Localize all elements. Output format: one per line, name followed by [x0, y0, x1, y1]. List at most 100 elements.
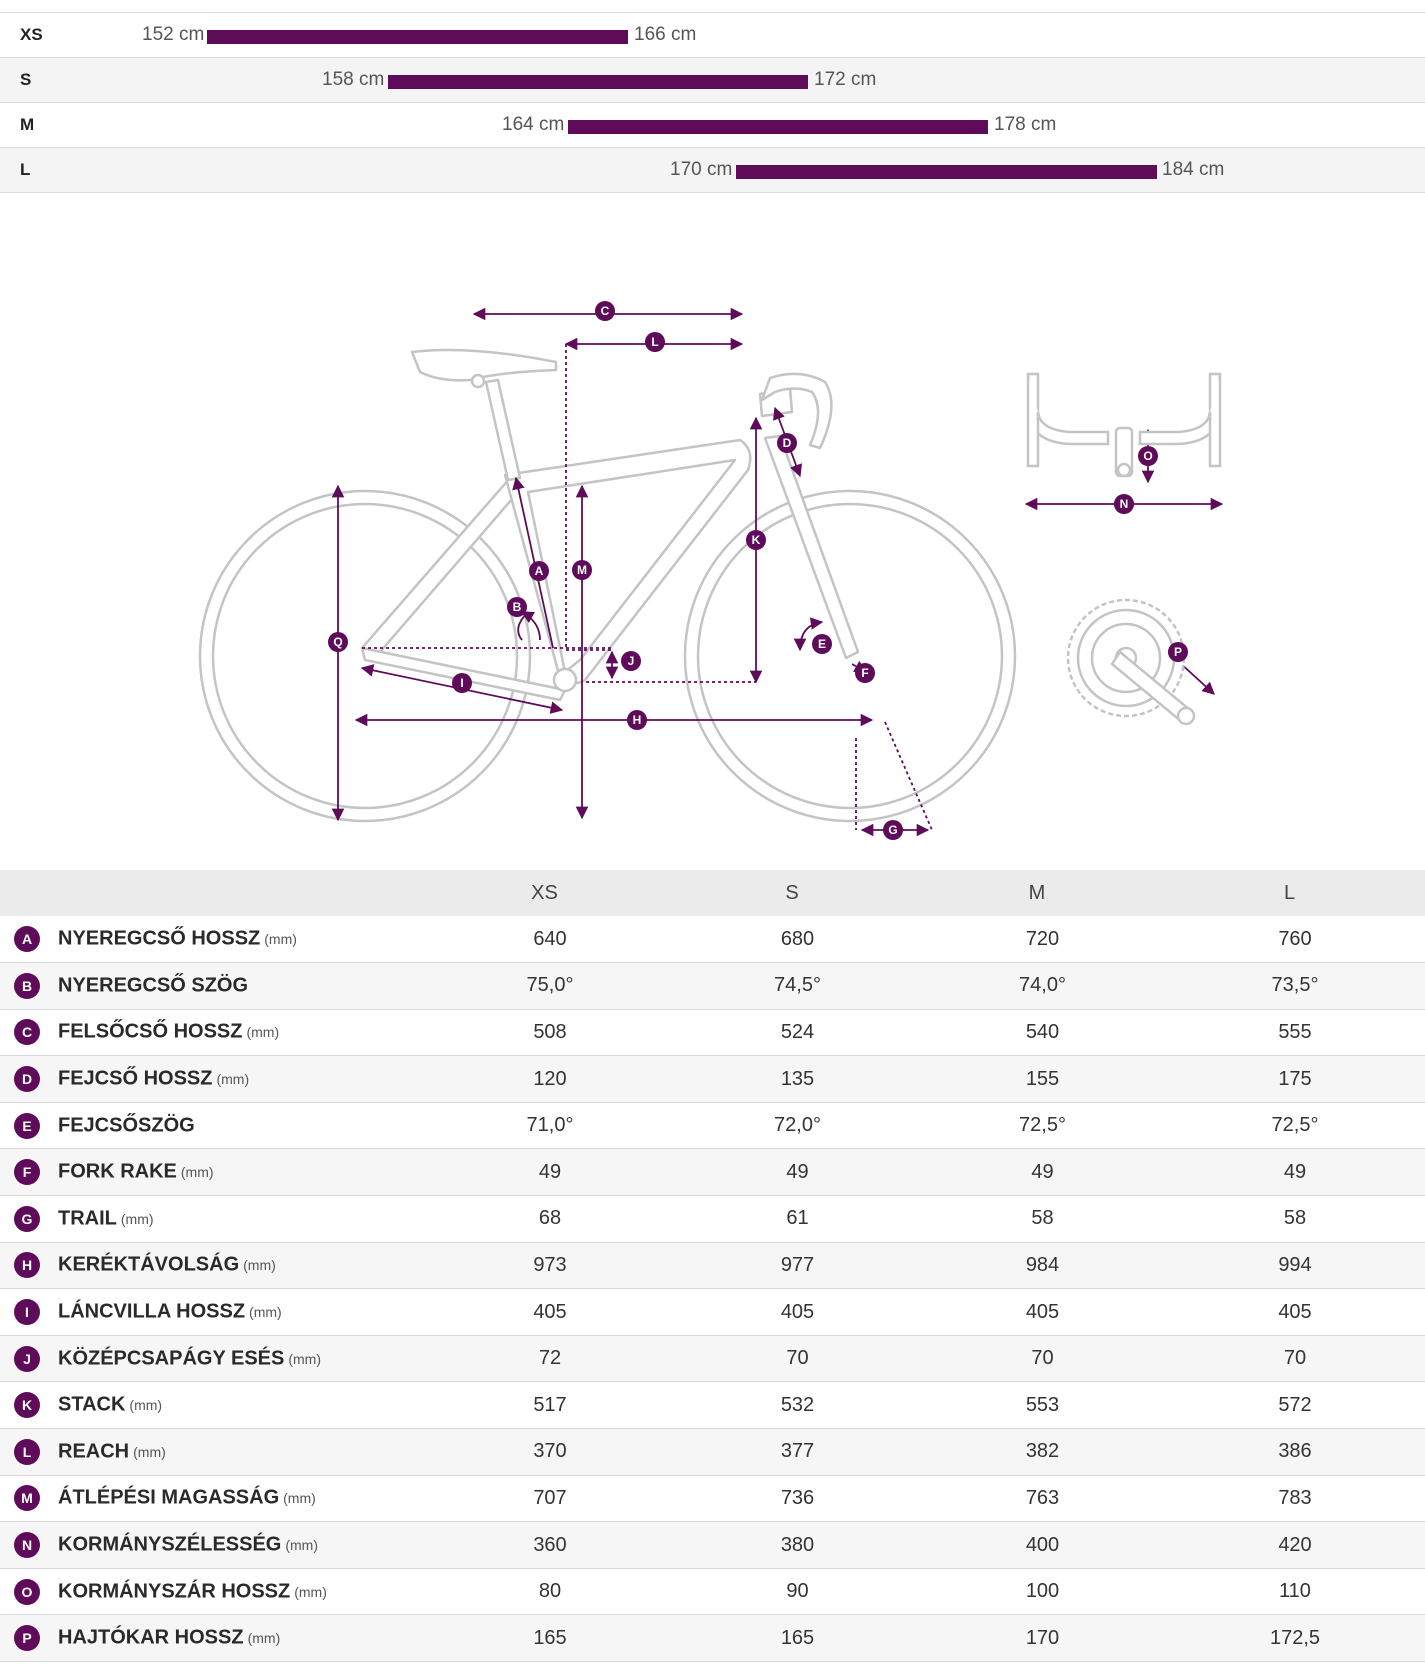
size-range-bar	[568, 120, 988, 134]
diagram-label-p: P	[1168, 642, 1188, 662]
measurement-value: 508	[533, 1020, 567, 1043]
measurement-value: 400	[1025, 1533, 1060, 1556]
measurement-name: KORMÁNYSZÉLESSÉG	[58, 1533, 282, 1556]
size-min-height: 152 cm	[142, 24, 205, 45]
header-size-s: S	[785, 881, 799, 904]
measurement-value: 553	[1025, 1393, 1060, 1416]
diagram-label-e: E	[812, 634, 832, 654]
measurement-value: 405	[1025, 1300, 1060, 1323]
header-size-l: L	[1283, 881, 1296, 904]
diagram-label-b: B	[507, 597, 527, 617]
measurement-name: REACH	[58, 1440, 130, 1463]
table-row: A NYEREGCSŐ HOSSZ (mm) 640 680 720 760	[0, 916, 1425, 963]
measurement-letter-badge: G	[14, 1205, 40, 1232]
measurement-unit: (mm)	[264, 931, 297, 948]
measurement-value: 405	[1278, 1300, 1312, 1323]
measurement-value: 572	[1278, 1393, 1312, 1416]
measurement-value: 165	[533, 1626, 567, 1649]
measurement-letter-badge: K	[14, 1392, 40, 1419]
measurement-value: 61	[786, 1207, 809, 1230]
measurement-letter-badge: O	[14, 1578, 40, 1605]
handlebar-view	[1026, 372, 1222, 478]
bike-geometry-diagram: C L D K A M B Q E J F I H G O N P	[0, 190, 1425, 870]
measurement-name: FEJCSŐ HOSSZ	[58, 1067, 213, 1090]
measurement-unit: (mm)	[294, 1583, 327, 1600]
size-range-bar	[207, 30, 628, 44]
measurement-unit: (mm)	[243, 1257, 276, 1274]
diagram-label-j: J	[621, 651, 641, 671]
measurement-letter-badge: N	[14, 1532, 40, 1559]
rear-wheel	[198, 489, 532, 823]
row-label: B NYEREGCSŐ SZÖG	[0, 963, 425, 1010]
row-label: J KÖZÉPCSAPÁGY ESÉS (mm)	[0, 1335, 425, 1382]
measurement-value: 720	[1025, 927, 1060, 950]
measurement-value: 370	[533, 1440, 567, 1463]
diagram-label-a: A	[529, 561, 549, 581]
diagram-label-i: I	[452, 673, 472, 693]
measurement-value: 72,5°	[1019, 1114, 1066, 1137]
header-label-column	[0, 870, 425, 916]
measurement-unit: (mm)	[283, 1490, 316, 1507]
measurement-value: 680	[780, 927, 815, 950]
table-row: F FORK RAKE (mm) 49 49 49 49	[0, 1148, 1425, 1196]
measurement-value: 532	[780, 1393, 815, 1416]
measurement-letter-badge: F	[14, 1159, 40, 1186]
table-header-row: XS S M L	[0, 870, 1425, 916]
size-min-height: 170 cm	[670, 159, 733, 180]
measurement-value: 75,0°	[526, 974, 574, 997]
table-row: G TRAIL (mm) 68 61 58 58	[0, 1195, 1425, 1243]
measurement-letter-badge: D	[14, 1066, 40, 1093]
measurement-value: 524	[780, 1020, 815, 1043]
size-chart: XS 152 cm 166 cm S 158 cm 172 cm M 164 c…	[0, 12, 1425, 193]
measurement-unit: (mm)	[180, 1164, 214, 1181]
measurement-value: 49	[538, 1160, 562, 1183]
diagram-label-m: M	[572, 560, 592, 580]
table-row: K STACK (mm) 517 532 553 572	[0, 1381, 1425, 1429]
measurement-value: 760	[1278, 927, 1312, 950]
measurement-name: FELSŐCSŐ HOSSZ	[58, 1020, 243, 1043]
measurement-unit: (mm)	[216, 1071, 250, 1088]
row-label: I LÁNCVILLA HOSSZ (mm)	[0, 1289, 425, 1336]
row-label: E FEJCSŐSZÖG	[0, 1102, 425, 1149]
measurement-value: 49	[786, 1160, 809, 1183]
measurement-value: 170	[1025, 1626, 1060, 1649]
size-code: M	[20, 115, 35, 134]
measurement-value: 74,5°	[774, 974, 821, 997]
measurement-value: 360	[533, 1533, 567, 1556]
size-row-m: M 164 cm 178 cm	[0, 103, 1425, 148]
header-size-xs: XS	[531, 881, 558, 904]
diagram-label-h: H	[627, 710, 647, 730]
measurement-letter-badge: M	[14, 1485, 40, 1512]
measurement-value: 110	[1279, 1580, 1311, 1603]
measurement-value: 68	[538, 1207, 562, 1230]
table-row: B NYEREGCSŐ SZÖG 75,0° 74,5° 74,0° 73,5°	[0, 962, 1425, 1010]
measurement-name: LÁNCVILLA HOSSZ	[58, 1300, 246, 1323]
measurement-value: 783	[1278, 1486, 1312, 1509]
measurement-letter-badge: E	[14, 1112, 40, 1139]
measurement-value: 70	[1283, 1347, 1307, 1370]
row-label: P HAJTÓKAR HOSSZ (mm)	[0, 1615, 425, 1662]
measurement-value: 165	[780, 1626, 815, 1649]
size-code: L	[20, 160, 31, 179]
measurement-letter-badge: J	[14, 1345, 40, 1372]
measurement-unit: (mm)	[129, 1397, 163, 1414]
row-label: C FELSŐCSŐ HOSSZ (mm)	[0, 1009, 425, 1056]
diagram-label-c: C	[595, 301, 615, 321]
row-label: G TRAIL (mm)	[0, 1196, 425, 1243]
size-min-height: 164 cm	[502, 114, 565, 135]
measurement-value: 155	[1025, 1067, 1060, 1090]
measurement-unit: (mm)	[285, 1537, 319, 1554]
row-label: A NYEREGCSŐ HOSSZ (mm)	[0, 916, 425, 963]
diagram-label-f: F	[855, 663, 875, 683]
measurement-value: 736	[780, 1486, 815, 1509]
table-row: P HAJTÓKAR HOSSZ (mm) 165 165 170 172,5	[0, 1614, 1425, 1662]
measurement-letter-badge: L	[14, 1438, 40, 1465]
measurement-value: 100	[1025, 1580, 1060, 1603]
size-max-height: 178 cm	[994, 114, 1057, 135]
measurement-name: NYEREGCSŐ SZÖG	[58, 974, 249, 997]
measurement-value: 380	[780, 1533, 815, 1556]
measurement-unit: (mm)	[120, 1210, 154, 1227]
measurement-value: 994	[1278, 1253, 1312, 1276]
measurement-letter-badge: A	[14, 926, 40, 953]
measurement-value: 72,5°	[1271, 1114, 1319, 1137]
